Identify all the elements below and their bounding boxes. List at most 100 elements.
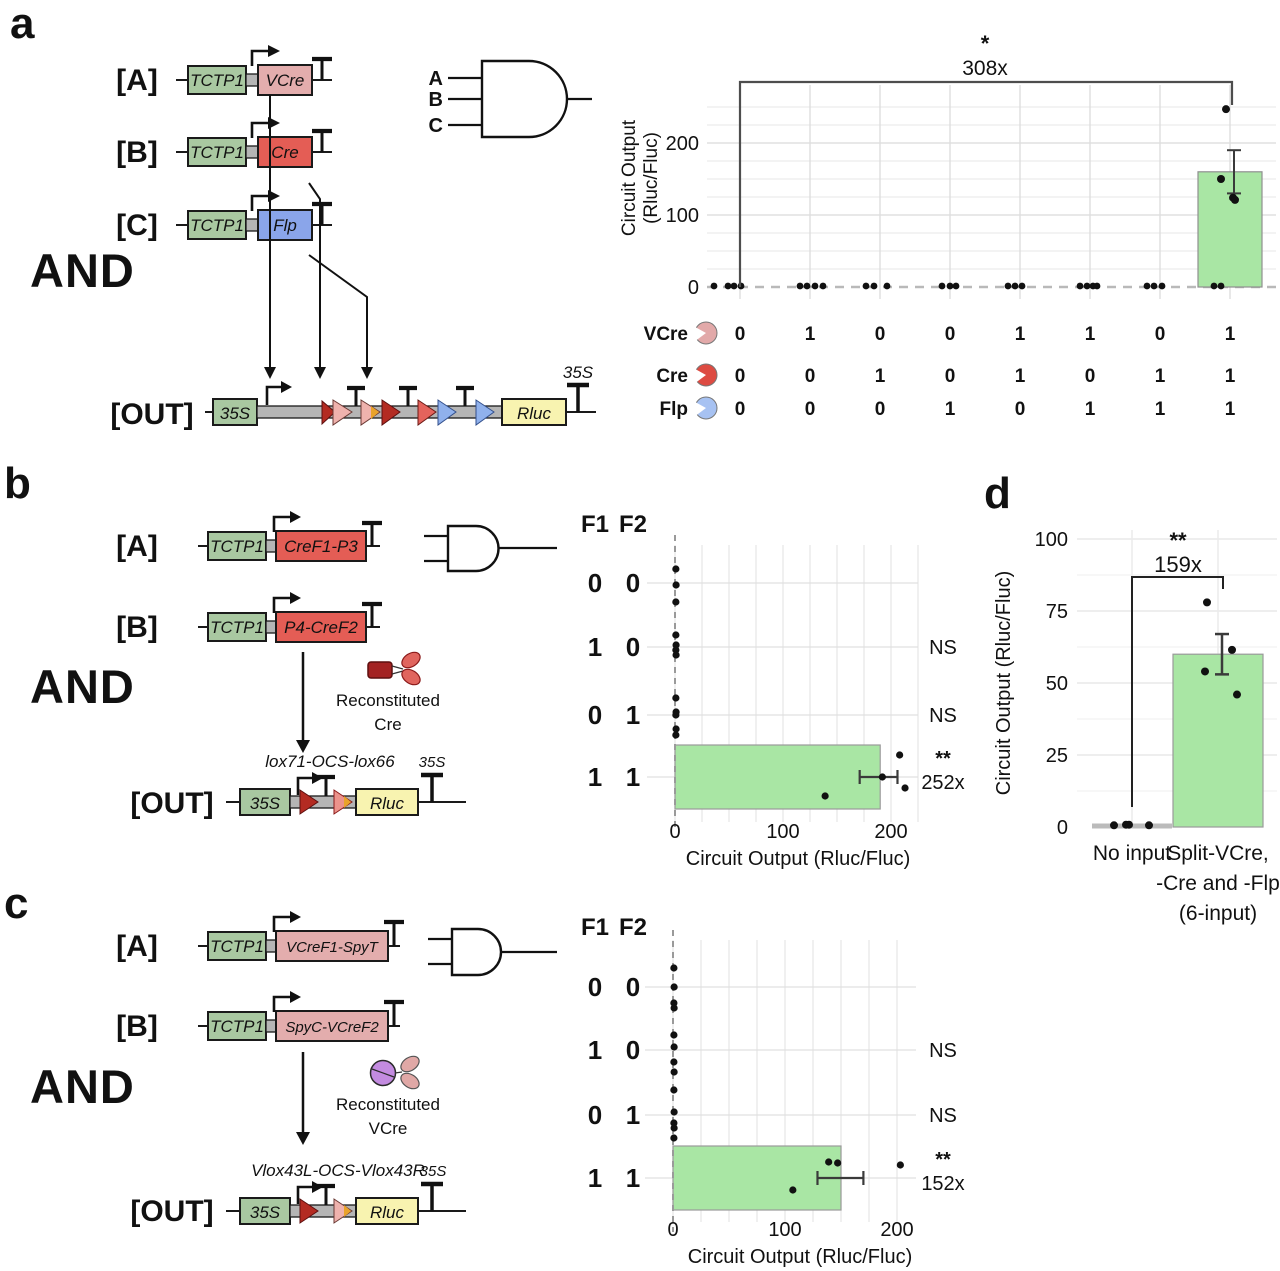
y-tick-label: 100 <box>1035 529 1068 551</box>
construct-tag: [A] <box>116 64 158 97</box>
data-point <box>672 598 680 606</box>
gene-box <box>257 64 313 96</box>
truth-value: 1 <box>805 324 816 345</box>
svg-text:35S: 35S <box>220 404 251 423</box>
truth-value: 0 <box>735 324 746 345</box>
and-gate-word: AND <box>30 244 135 297</box>
down-arrowhead-icon <box>361 367 373 379</box>
gene-box <box>275 611 367 643</box>
promoter-arrow-icon <box>272 515 290 532</box>
svg-text:Cre: Cre <box>271 143 298 162</box>
data-point <box>862 282 870 290</box>
svg-text:Rluc: Rluc <box>517 404 552 423</box>
data-point <box>952 282 960 290</box>
truth-value: 1 <box>1015 366 1026 387</box>
y-tick-label: 75 <box>1046 601 1068 623</box>
data-point <box>672 694 680 702</box>
svg-text:TCTP1: TCTP1 <box>210 537 264 556</box>
truth-value: 0 <box>1085 366 1096 387</box>
connector <box>245 73 259 87</box>
and-gate-word: AND <box>30 1060 135 1113</box>
category-label: (6-input) <box>1179 902 1257 925</box>
x-tick-label: 100 <box>768 1219 801 1241</box>
data-point <box>883 282 891 290</box>
lox66-site-icon <box>333 789 353 815</box>
svg-text:VCreF1-SpyT: VCreF1-SpyT <box>286 939 380 956</box>
svg-text:P4-CreF2: P4-CreF2 <box>284 618 358 637</box>
promoter-box <box>239 1197 291 1225</box>
ns-label: NS <box>929 1040 957 1062</box>
gene-box <box>257 209 313 241</box>
panel-label-a: a <box>10 0 35 48</box>
truth-value: 1 <box>1225 399 1236 420</box>
data-point <box>1093 282 1101 290</box>
promoter-label: TCTP1 <box>190 71 244 90</box>
y-tick-label: 0 <box>1057 817 1068 839</box>
construct-c-B: TCTP1 SpyC-VCreF2 [B] <box>116 991 404 1043</box>
promoter-arrow-icon <box>265 385 281 405</box>
data-point <box>819 282 827 290</box>
reporter-box <box>501 398 567 426</box>
truth-row-label: VCre <box>644 324 688 345</box>
terminator-label: 35S <box>419 754 446 771</box>
and-gate-icon: A B C <box>429 59 592 139</box>
significance-star: ** <box>1169 528 1187 553</box>
truth-value: 0 <box>626 632 640 662</box>
svg-text:35S: 35S <box>250 1203 281 1222</box>
vlox-site-icon <box>360 399 381 426</box>
data-point <box>1203 598 1211 607</box>
y-tick-label: 100 <box>666 205 699 227</box>
reconstituted-label: Reconstituted <box>336 691 440 710</box>
svg-text:CreF1-P3: CreF1-P3 <box>284 537 358 556</box>
data-point <box>821 792 829 800</box>
truth-value: 0 <box>588 568 602 598</box>
construct-a-B: TCTP1 Cre [B] <box>116 117 332 169</box>
data-point <box>870 282 878 290</box>
data-point <box>1150 282 1158 290</box>
data-point <box>901 784 909 792</box>
truth-value: 1 <box>626 762 640 792</box>
truth-value: 1 <box>588 1035 602 1065</box>
out-construct-c: Vlox43L-OCS-Vlox43R 35S [OUT] 35S Rluc <box>130 1161 466 1228</box>
data-point <box>896 1161 904 1169</box>
and-gate-word: AND <box>30 660 135 713</box>
truth-value: 0 <box>588 1100 602 1130</box>
data-point <box>672 711 680 719</box>
truth-value: 1 <box>588 632 602 662</box>
truth-header: F2 <box>619 511 647 538</box>
data-point <box>803 282 811 290</box>
bar <box>1172 653 1264 828</box>
data-point <box>1083 282 1091 290</box>
x-tick-label: 0 <box>669 821 680 843</box>
truth-value: 0 <box>875 324 886 345</box>
bar <box>672 1145 842 1211</box>
data-point <box>1018 282 1026 290</box>
svg-text:[B]: [B] <box>116 136 158 169</box>
truth-value: 1 <box>588 762 602 792</box>
svg-text:[OUT]: [OUT] <box>130 787 213 820</box>
svg-text:[OUT]: [OUT] <box>130 1195 213 1228</box>
truth-value: 1 <box>1225 324 1236 345</box>
fold-change-label: 252x <box>921 772 964 794</box>
data-point <box>1210 282 1218 290</box>
fold-change-label: 159x <box>1154 552 1202 577</box>
flow-arrows <box>269 95 368 367</box>
data-point <box>670 1058 678 1066</box>
svg-text:[A]: [A] <box>116 930 158 963</box>
truth-row-label: Cre <box>656 366 688 387</box>
svg-text:[A]: [A] <box>116 530 158 563</box>
construct-b-B: TCTP1 P4-CreF2 [B] <box>116 592 382 644</box>
promoter-box <box>207 931 267 961</box>
data-point <box>670 1124 678 1132</box>
svg-text:TCTP1: TCTP1 <box>190 143 244 162</box>
bar <box>674 744 881 810</box>
promoter-arrow-icon <box>272 596 290 613</box>
panel-label-d: d <box>984 469 1011 518</box>
data-point <box>670 1068 678 1076</box>
truth-value: 1 <box>1225 366 1236 387</box>
data-point <box>1233 690 1241 699</box>
gate-input-a: A <box>429 68 443 90</box>
truth-value: 1 <box>1155 399 1166 420</box>
y-axis-label: Circuit Output (Rluc/Fluc) <box>993 571 1015 796</box>
